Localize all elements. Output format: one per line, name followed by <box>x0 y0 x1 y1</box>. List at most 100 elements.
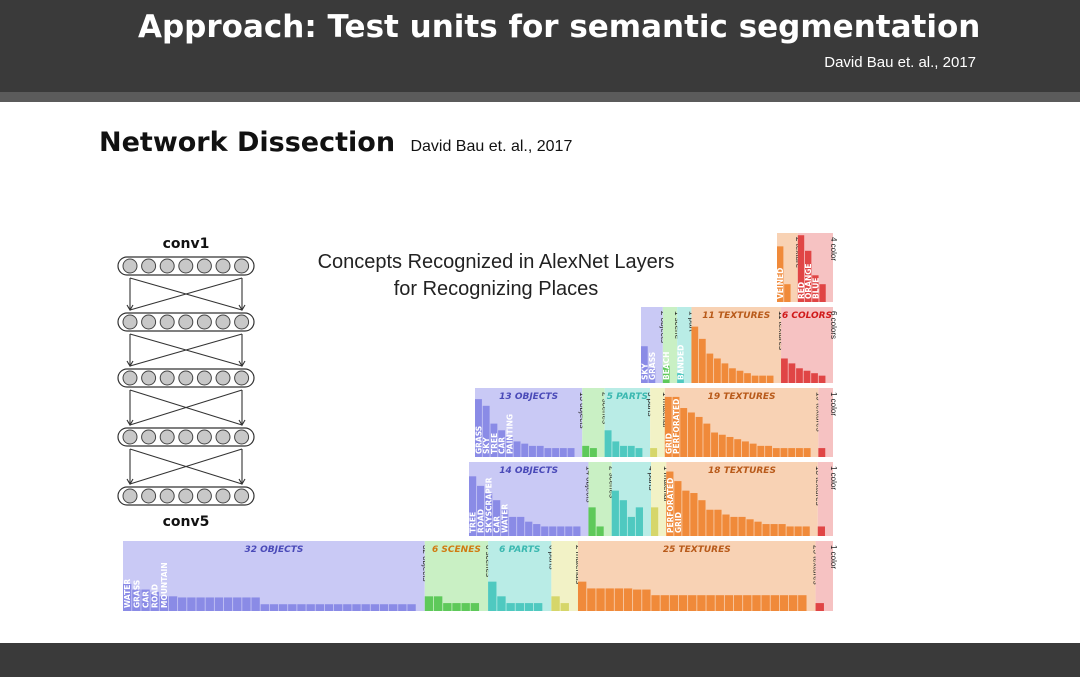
network-node <box>141 488 157 504</box>
concept-bar <box>150 591 159 611</box>
concept-bar <box>242 597 251 611</box>
network-node <box>159 258 175 274</box>
concept-bar <box>513 441 521 457</box>
concept-bar <box>805 250 812 302</box>
category-background <box>650 388 665 457</box>
concept-bar <box>812 275 819 302</box>
concept-bar <box>714 358 721 383</box>
concept-bar <box>798 595 807 611</box>
concept-bar <box>772 448 780 457</box>
concept-bar <box>205 597 214 611</box>
category-background <box>818 388 833 457</box>
concept-bar <box>711 432 719 457</box>
concept-bar <box>619 500 627 536</box>
concept-bar <box>648 368 656 383</box>
concept-bar <box>565 526 573 536</box>
concept-bar <box>552 448 560 457</box>
concept-bar <box>509 516 517 536</box>
top-concept-label: GRID <box>664 433 673 454</box>
concept-bar <box>251 597 260 611</box>
concept-bar <box>811 373 818 383</box>
concept-bar <box>794 526 802 536</box>
concept-bar <box>269 604 279 611</box>
concept-bar <box>529 445 536 457</box>
concept-bar <box>733 595 743 611</box>
concept-bar <box>541 526 549 536</box>
concept-bar <box>651 595 660 611</box>
concept-bar <box>784 284 791 302</box>
concept-bar <box>743 595 752 611</box>
concept-bar <box>469 476 477 536</box>
top-concept-label: ROAD <box>151 584 160 608</box>
slide-citation: David Bau et. al., 2017 <box>824 54 976 71</box>
concept-bar <box>680 408 688 457</box>
concept-bar <box>587 588 596 611</box>
top-concept-label: SKY <box>640 363 649 380</box>
arrow-head <box>238 360 246 368</box>
network-node <box>196 258 212 274</box>
concept-bar <box>443 603 452 611</box>
concept-bar <box>781 358 788 383</box>
conv5-label: conv5 <box>163 514 210 530</box>
conv1-label: conv1 <box>163 236 210 252</box>
top-concept-label: BANDED <box>677 345 686 380</box>
concept-bar <box>786 526 794 536</box>
concept-bar <box>196 597 205 611</box>
concept-bar <box>370 604 380 611</box>
concept-bar <box>762 524 770 536</box>
chart-title-line-1: Concepts Recognized in AlexNet Layers <box>318 251 675 273</box>
concept-bar <box>662 365 670 383</box>
network-connection <box>129 277 243 311</box>
category-label: 14 OBJECTS <box>499 466 558 476</box>
category-count: 1 color <box>829 545 838 569</box>
category-label: 6 SCENES <box>432 545 481 555</box>
network-node <box>178 429 194 445</box>
concept-bar <box>819 284 826 302</box>
concept-bar <box>497 596 506 611</box>
category-label: 6 COLORS <box>782 311 832 321</box>
concept-bar <box>777 246 784 302</box>
top-concept-label: GRASS <box>648 352 657 380</box>
section-title: Network Dissection David Bau et. al., 20… <box>99 127 572 158</box>
concept-bar <box>674 481 682 536</box>
concept-bar <box>343 604 352 611</box>
concept-bar <box>470 603 480 611</box>
concept-bar <box>525 521 533 536</box>
concept-bar <box>788 595 798 611</box>
concept-bar <box>567 448 575 457</box>
concept-bar <box>815 603 824 611</box>
concept-bar <box>596 588 605 611</box>
concept-bar <box>741 441 749 457</box>
network-node <box>215 314 231 330</box>
network-node <box>234 314 250 330</box>
category-label: 32 OBJECTS <box>244 545 303 555</box>
slide-header <box>0 0 1080 92</box>
concept-bar <box>485 493 493 536</box>
concept-bar <box>589 448 597 457</box>
concept-bar <box>726 436 734 457</box>
network-node <box>234 429 250 445</box>
concept-bar <box>734 439 742 457</box>
concept-bar <box>770 524 778 536</box>
header-rule <box>0 92 1080 102</box>
top-concept-label: GRASS <box>474 426 483 454</box>
concept-bar <box>123 583 132 611</box>
category-label: 19 TEXTURES <box>708 392 776 402</box>
concept-bar <box>664 396 672 457</box>
concept-bar <box>778 524 786 536</box>
concept-bar <box>721 363 729 383</box>
network-node <box>141 314 157 330</box>
concept-bar <box>604 430 612 457</box>
top-concept-label: BEACH <box>662 352 671 380</box>
concept-bar <box>690 493 698 536</box>
concept-bar <box>159 596 169 611</box>
concept-bar <box>178 597 187 611</box>
concept-bar <box>501 509 509 536</box>
category-label: 13 OBJECTS <box>499 392 558 402</box>
concept-bar <box>817 526 825 536</box>
category-background <box>817 462 833 536</box>
concept-bar <box>729 368 736 383</box>
concept-bar <box>612 441 620 457</box>
network-node <box>159 488 175 504</box>
